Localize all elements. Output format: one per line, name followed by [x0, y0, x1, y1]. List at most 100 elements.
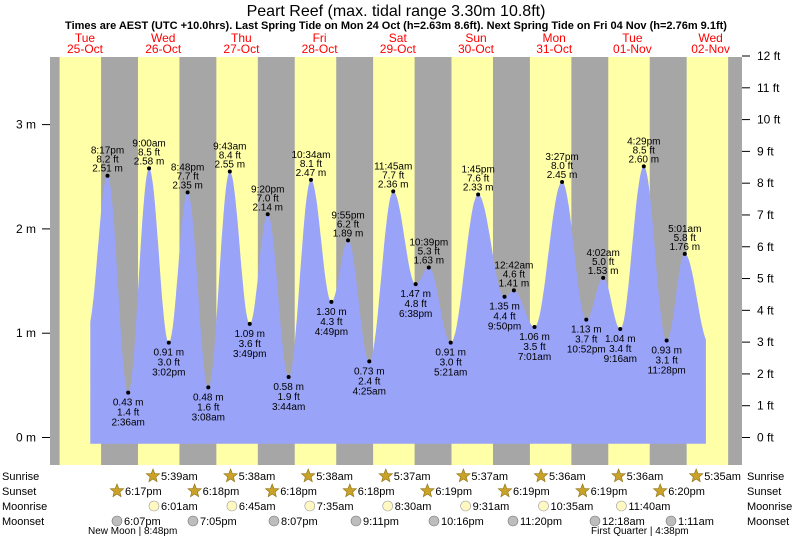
tide-time: 9:43am [213, 142, 246, 153]
moonrise-time: 8:30am [395, 501, 432, 513]
day-name: Thu [231, 31, 252, 45]
day-date: 26-Oct [145, 42, 182, 56]
tide-time: 9:50pm [488, 322, 521, 333]
tide-m: 2.33 m [463, 182, 494, 193]
tide-ft: 8.5 ft [138, 147, 160, 158]
row-label-right: Sunset [747, 486, 781, 498]
sunset-time: 6:17pm [125, 486, 162, 498]
sun-icon [652, 483, 668, 498]
moonset-icon [589, 515, 601, 527]
row-label-left: Moonrise [2, 501, 47, 513]
tide-ft: 3.5 ft [523, 342, 545, 353]
tide-time: 7:01am [518, 352, 551, 363]
moonset-time: 11:20pm [520, 516, 562, 528]
right-axis-label: 6 ft [757, 240, 774, 254]
tide-ft: 1.4 ft [117, 408, 139, 419]
moonset-time: 6:07pm [124, 516, 161, 528]
sunset-time: 6:19pm [591, 486, 628, 498]
tide-ft: 3.1 ft [656, 356, 678, 367]
moonset-icon [268, 515, 280, 527]
tide-m: 2.35 m [172, 180, 203, 191]
moonset-icon [350, 515, 362, 527]
left-axis-label: 0 m [16, 431, 36, 445]
tide-m: 1.06 m [519, 332, 550, 343]
tide-time: 4:49pm [315, 327, 348, 338]
tide-m: 1.47 m [400, 289, 431, 300]
moonrise-icon [616, 500, 627, 512]
tide-ft: 7.6 ft [467, 173, 489, 184]
tide-m: 1.89 m [333, 228, 364, 239]
tide-m: 2.47 m [296, 168, 327, 179]
tide-point [618, 327, 623, 332]
tide-m: 2.58 m [134, 156, 165, 167]
tide-point [448, 340, 453, 345]
moon-phase-first-quarter: First Quarter | 4:38pm [591, 526, 689, 537]
tide-point [265, 212, 270, 217]
tide-point [308, 177, 313, 182]
sun-icon [264, 483, 280, 498]
tide-ft: 7.0 ft [257, 193, 279, 204]
row-label-left: Sunset [2, 486, 36, 498]
sun-icon [145, 468, 161, 483]
right-axis-label: 11 ft [757, 81, 780, 95]
tide-time: 4:29pm [627, 136, 660, 147]
tide-point [664, 338, 669, 343]
tide-ft: 2.4 ft [358, 376, 380, 387]
tide-time: 9:16am [604, 354, 637, 365]
tide-point [329, 299, 334, 304]
tide-point [227, 169, 232, 174]
sunrise-time: 5:39am [161, 471, 198, 483]
tide-ft: 6.2 ft [337, 219, 359, 230]
tide-m: 0.58 m [273, 382, 304, 393]
day-date: 29-Oct [380, 42, 417, 56]
sunrise-time: 5:36am [627, 471, 664, 483]
moonrise-icon [382, 500, 394, 512]
moonrise-time: 7:35am [317, 501, 354, 513]
moonset-time: 1:11am [678, 516, 714, 528]
tide-m: 2.55 m [215, 160, 246, 171]
tide-m: 1.53 m [588, 266, 619, 277]
sunrise-time: 5:37am [471, 471, 508, 483]
sun-icon [300, 468, 316, 483]
tide-point [584, 317, 589, 322]
sunrise-time: 5:38am [316, 471, 353, 483]
tide-point [126, 390, 131, 395]
sun-icon [342, 483, 358, 498]
tide-m: 0.93 m [651, 346, 682, 357]
tide-point [532, 324, 537, 329]
right-axis-label: 0 ft [757, 431, 774, 445]
sunset-time: 6:18pm [203, 486, 240, 498]
tide-time: 3:08am [192, 412, 225, 423]
day-name: Tue [622, 31, 643, 45]
tide-ft: 8.2 ft [96, 155, 118, 166]
tide-ft: 7.7 ft [382, 170, 404, 181]
sunrise-time: 5:37am [394, 471, 431, 483]
tide-point [147, 166, 152, 171]
day-name: Wed [698, 31, 722, 45]
sun-icon [688, 468, 704, 483]
sunrise-time: 5:38am [239, 471, 276, 483]
tide-ft: 5.3 ft [418, 246, 440, 257]
tide-m: 1.30 m [316, 307, 347, 318]
left-axis-label: 1 m [16, 326, 36, 340]
tide-point [185, 190, 190, 195]
moonset-icon [111, 515, 123, 527]
moonrise-time: 11:40am [628, 501, 670, 513]
tide-m: 0.48 m [193, 392, 224, 403]
tide-point [391, 189, 396, 194]
row-label-left: Moonset [2, 516, 44, 528]
sun-icon [455, 468, 471, 483]
tide-point [286, 375, 291, 380]
night-band [50, 57, 60, 465]
chart-title: Peart Reef (max. tidal range 3.30m 10.8f… [247, 3, 546, 20]
tide-time: 9:20pm [251, 184, 284, 195]
tide-point [105, 173, 110, 178]
sunset-time: 6:19pm [513, 486, 550, 498]
sunset-time: 6:18pm [358, 486, 395, 498]
right-axis-label: 12 ft [757, 49, 781, 63]
tide-point [641, 164, 646, 169]
tide-m: 2.51 m [92, 164, 123, 175]
moon-phase-new: New Moon | 8:48pm [88, 526, 177, 537]
tide-ft: 8.5 ft [633, 145, 655, 156]
tide-time: 8:48pm [171, 162, 204, 173]
